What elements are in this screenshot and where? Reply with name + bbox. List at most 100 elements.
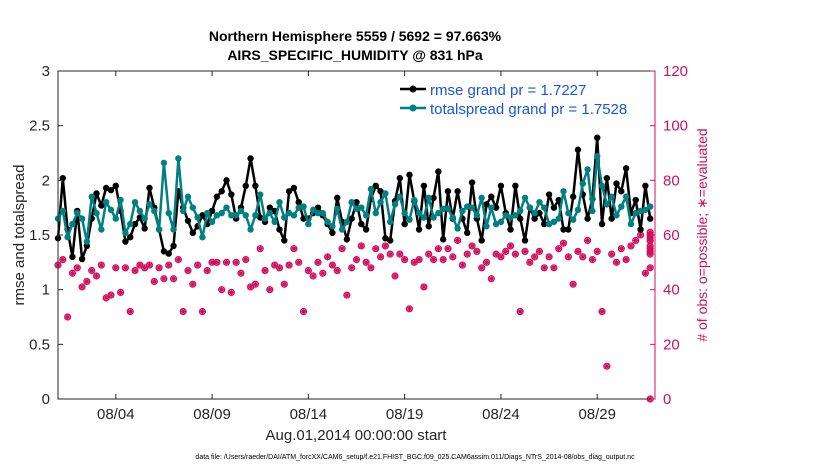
obs-evaluated-point — [502, 248, 509, 255]
totalspread-series-point — [362, 212, 370, 219]
rmse-series-point — [285, 188, 293, 195]
rmse-series-point — [401, 220, 408, 228]
rmse-series-point — [545, 191, 553, 198]
rmse-series-point — [372, 182, 379, 189]
y-axis-left-label: rmse and totalspread — [11, 165, 28, 306]
obs-asterisk-stroke — [286, 262, 292, 268]
rmse-series-point — [362, 226, 370, 233]
rmse-series-point — [213, 193, 221, 200]
rmse-series-point — [223, 177, 230, 184]
totalspread-series-point — [627, 220, 635, 228]
obs-evaluated-point — [343, 291, 351, 299]
totalspread-series-point — [594, 153, 601, 160]
obs-evaluated-point — [483, 259, 490, 266]
obs-asterisk-stroke — [281, 281, 287, 287]
totalspread-series-point — [468, 204, 476, 211]
totalspread-series-point — [430, 214, 437, 221]
obs-asterisk-stroke — [584, 237, 591, 244]
obs-asterisk-stroke — [170, 276, 177, 282]
obs-evaluated-point — [526, 259, 534, 266]
obs-asterisk-stroke — [464, 251, 470, 257]
obs-evaluated-point — [569, 281, 577, 288]
obs-evaluated-point — [622, 256, 630, 263]
rmse-series-point — [228, 191, 235, 198]
rmse-series-point — [598, 220, 606, 228]
obs-evaluated-point — [387, 250, 394, 258]
obs-asterisk-stroke — [575, 248, 581, 255]
obs-evaluated-point — [478, 264, 485, 271]
obs-asterisk-stroke — [137, 262, 143, 268]
totalspread-series-point — [338, 226, 346, 233]
totalspread-series-point — [406, 216, 413, 223]
totalspread-series-point — [107, 206, 115, 214]
rmse-series-point — [492, 204, 500, 211]
rmse-series-point — [536, 209, 543, 217]
rmse-series-point — [387, 237, 394, 244]
obs-evaluated-point — [88, 267, 95, 274]
rmse-series-point — [208, 207, 216, 215]
obs-evaluated-point — [579, 253, 586, 261]
rmse-series-point — [112, 182, 119, 189]
totalspread-series-point — [348, 199, 355, 206]
obs-evaluated-point — [396, 250, 404, 258]
obs-asterisk-stroke — [315, 259, 321, 265]
obs-evaluated-point — [521, 248, 529, 255]
totalspread-series-point — [59, 207, 67, 215]
totalspread-series-point — [382, 190, 389, 197]
obs-asterisk-stroke — [228, 289, 234, 296]
obs-evaluated-point — [536, 248, 543, 255]
totalspread-series-point — [536, 199, 543, 206]
obs-asterisk-stroke — [368, 265, 374, 271]
legend-label-totalspread: totalspread grand pr = 1.7528 — [430, 101, 627, 118]
obs-evaluated-point — [406, 305, 413, 312]
obs-asterisk-stroke — [488, 276, 494, 282]
obs-asterisk-stroke — [503, 248, 509, 255]
rmse-series-point — [69, 253, 76, 261]
obs-evaluated-point — [208, 259, 216, 266]
rmse-series-point — [247, 155, 254, 162]
obs-evaluated-point — [348, 264, 355, 271]
rmse-series-point — [584, 215, 591, 222]
obs-evaluated-point — [281, 281, 288, 288]
obs-asterisk-stroke — [305, 267, 312, 274]
y-right-tick-label: 20 — [663, 336, 680, 353]
obs-evaluated-point — [560, 240, 567, 247]
totalspread-series-point — [353, 205, 360, 212]
obs-evaluated-point — [531, 253, 538, 261]
rmse-series-point — [136, 214, 144, 221]
totalspread-series-point — [608, 193, 615, 200]
rmse-series-point — [276, 226, 283, 233]
totalspread-series-point — [550, 218, 558, 226]
totalspread-series-point — [545, 220, 553, 228]
rmse-series-point — [314, 204, 322, 211]
totalspread-series-point — [151, 207, 158, 215]
obs-asterisk-stroke — [74, 265, 80, 271]
totalspread-series-point — [305, 220, 312, 228]
totalspread-series-point — [396, 193, 404, 200]
obs-asterisk-stroke — [233, 259, 239, 265]
obs-evaluated-point — [362, 259, 370, 266]
obs-evaluated-point — [550, 264, 558, 271]
totalspread-series-point — [637, 207, 644, 215]
obs-evaluated-point — [131, 267, 139, 274]
obs-asterisk-stroke — [127, 308, 133, 315]
obs-asterisk-stroke — [84, 278, 90, 285]
obs-evaluated-point — [444, 245, 452, 252]
rmse-series-point — [439, 236, 447, 243]
obs-asterisk-stroke — [122, 265, 129, 271]
obs-asterisk-stroke — [560, 240, 567, 246]
obs-evaluated-point — [237, 270, 245, 277]
obs-asterisk-stroke — [387, 251, 393, 257]
rmse-series-point — [165, 250, 172, 257]
data-file-footnote: data file: /Users/raeder/DAI/ATM_forcXX/… — [195, 454, 635, 461]
totalspread-series-point — [497, 218, 505, 226]
rmse-series-point — [574, 146, 582, 153]
obs-asterisk-stroke — [296, 259, 302, 265]
plot-area — [58, 71, 655, 399]
obs-evaluated-point — [497, 253, 505, 261]
obs-evaluated-point — [107, 291, 115, 299]
obs-asterisk-stroke — [223, 259, 230, 265]
x-tick-label: 08/19 — [386, 406, 424, 423]
obs-evaluated-point — [637, 231, 644, 239]
obs-asterisk-stroke — [556, 246, 562, 252]
